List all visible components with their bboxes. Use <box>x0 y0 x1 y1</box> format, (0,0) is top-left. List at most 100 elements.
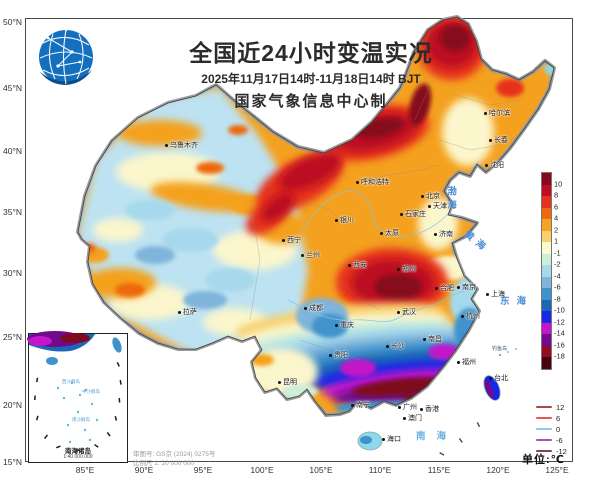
scale-swatch <box>542 219 551 231</box>
contour-legend-row: -6 <box>536 435 563 445</box>
city-label: 济南 <box>439 231 453 238</box>
scale-swatch <box>542 288 551 300</box>
city-dot <box>428 204 431 208</box>
scale-swatch <box>542 299 551 311</box>
city-marker: 南宁 <box>351 400 370 410</box>
scale-value: -4 <box>554 271 561 280</box>
contour-line-value: 0 <box>556 424 561 434</box>
city-dot <box>423 337 426 341</box>
city-marker: 上海 <box>486 289 505 299</box>
lon-label: 110°E <box>368 465 392 475</box>
contour-legend-row: 12 <box>536 402 564 412</box>
map-frame <box>25 18 573 462</box>
inset-title: 南海诸岛 <box>65 448 91 455</box>
city-marker: 呼和浩特 <box>356 177 389 187</box>
city-dot <box>397 310 400 314</box>
scale-value: 10 <box>554 179 563 188</box>
scale-value: 6 <box>554 202 559 211</box>
contour-line-sample <box>536 439 552 441</box>
inset-sea-label: 中沙群岛 <box>82 389 100 394</box>
inset-sea-label: 南沙群岛 <box>72 417 90 422</box>
city-label: 哈尔滨 <box>489 110 510 117</box>
city-dot <box>485 163 488 167</box>
city-marker: 乌鲁木齐 <box>165 140 198 150</box>
taiwan-island <box>483 375 501 401</box>
city-label: 天津 <box>433 203 447 210</box>
city-marker: 香港 <box>420 404 439 414</box>
lon-label: 115°E <box>427 465 451 475</box>
city-marker: 昆明 <box>278 377 297 387</box>
contour-legend-row: 6 <box>536 413 560 423</box>
city-dot <box>304 306 307 310</box>
scale-value: -1 <box>554 248 561 257</box>
city-dot <box>435 286 438 290</box>
city-marker: 西安 <box>348 260 367 270</box>
city-label: 上海 <box>491 291 505 298</box>
city-label: 西安 <box>353 262 367 269</box>
lon-label: 120°E <box>486 465 510 475</box>
hainan-island <box>357 431 383 451</box>
contour-line-sample <box>536 406 552 408</box>
city-marker: 成都 <box>304 303 323 313</box>
city-marker: 杭州 <box>461 311 480 321</box>
city-label: 重庆 <box>340 322 354 329</box>
city-marker: 拉萨 <box>178 307 197 317</box>
province-borders <box>249 29 521 361</box>
city-label: 福州 <box>462 359 476 366</box>
city-label: 杭州 <box>466 313 480 320</box>
contour-legend-row: 0 <box>536 424 560 434</box>
city-dot <box>420 407 423 411</box>
city-label: 广州 <box>403 404 417 411</box>
city-marker: 南京 <box>457 282 476 292</box>
contour-line-value: -12 <box>556 446 567 456</box>
city-marker: 天津 <box>428 201 447 211</box>
scale-value: 8 <box>554 190 559 200</box>
city-dot <box>398 405 401 409</box>
sea-label-bohai: 渤海 <box>445 186 456 213</box>
lat-label: 30°N <box>3 268 22 278</box>
city-label: 呼和浩特 <box>361 179 389 186</box>
city-marker: 太原 <box>380 228 399 238</box>
city-label: 石家庄 <box>405 211 426 218</box>
city-marker: 澳门 <box>403 413 422 423</box>
lat-label: 50°N <box>3 17 22 27</box>
scale-value: -10 <box>554 305 565 315</box>
lat-label: 45°N <box>3 83 22 93</box>
city-label: 兰州 <box>306 252 320 259</box>
city-dot <box>421 194 424 198</box>
city-label: 海口 <box>387 436 401 443</box>
city-marker: 银川 <box>335 215 354 225</box>
contour-line-sample <box>536 450 552 452</box>
city-marker: 长沙 <box>386 341 405 351</box>
city-label: 台北 <box>494 375 508 382</box>
time-range: 2025年11月17日14时-11月18日14时 BJT <box>201 72 421 87</box>
map-scale-text: 比例尺 1: 20 000 000 <box>133 460 195 467</box>
scale-swatch <box>542 207 551 219</box>
contour-line-value: 6 <box>556 413 561 423</box>
scale-swatch <box>542 253 551 265</box>
city-dot <box>382 437 385 441</box>
city-marker: 贵阳 <box>329 350 348 360</box>
city-dot <box>380 231 383 235</box>
city-dot <box>329 353 332 357</box>
lon-label: 105°E <box>309 465 333 475</box>
scale-value: 1 <box>554 236 559 246</box>
scale-swatch <box>542 265 551 277</box>
city-label: 拉萨 <box>183 309 197 316</box>
city-marker: 合肥 <box>435 283 454 293</box>
scale-value: -6 <box>554 282 561 292</box>
scale-swatch <box>542 311 551 323</box>
contour-line-sample <box>536 417 552 419</box>
city-label: 贵阳 <box>334 352 348 359</box>
scale-swatch <box>542 196 551 208</box>
city-marker: 沈阳 <box>485 160 504 170</box>
city-marker: 长春 <box>489 135 508 145</box>
lat-label: 35°N <box>3 207 22 217</box>
scale-value: -14 <box>554 328 565 338</box>
city-dot <box>461 314 464 318</box>
nmic-logo-icon <box>39 28 93 85</box>
unit-label: 单位:℃ <box>522 454 565 466</box>
scale-value: -12 <box>554 317 565 326</box>
map-title-block: 全国近24小时变温实况 2025年11月17日14时-11月18日14时 BJT… <box>168 40 454 111</box>
